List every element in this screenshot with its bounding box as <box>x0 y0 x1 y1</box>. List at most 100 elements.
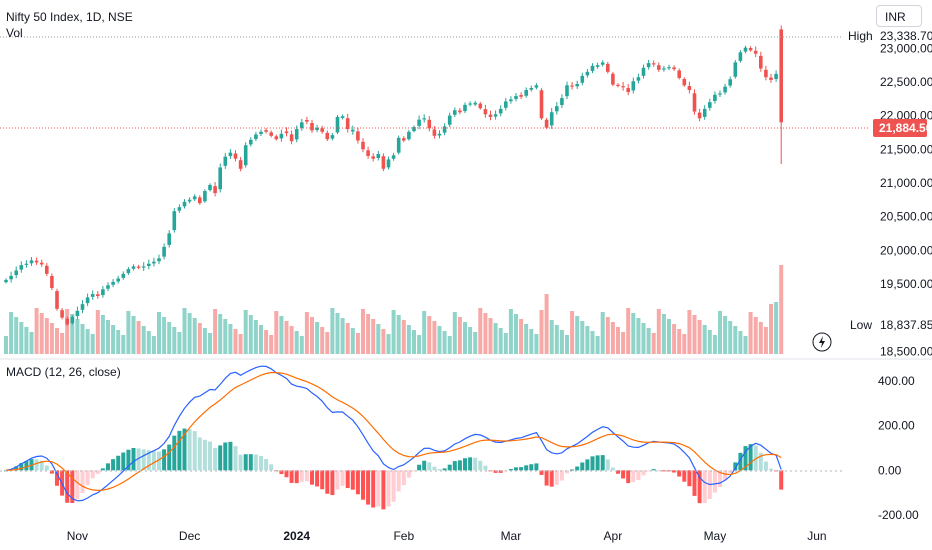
volume-bar <box>723 316 728 354</box>
time-axis[interactable]: Nov Dec 2024 Feb Mar Apr May Jun <box>67 529 827 543</box>
candle-body <box>213 186 217 194</box>
volume-bar <box>49 323 54 354</box>
candle-body <box>289 134 294 142</box>
histogram-bar <box>641 470 646 476</box>
histogram-bar <box>391 470 396 502</box>
histogram-bar <box>697 470 702 504</box>
candle-body <box>121 273 126 278</box>
candle-body <box>243 145 248 166</box>
candle-body <box>488 114 493 117</box>
macd-label[interactable]: MACD (12, 26, close) <box>6 365 121 379</box>
histogram-bar <box>75 470 80 500</box>
candle-body <box>192 196 197 200</box>
histogram-bar <box>483 465 488 471</box>
histogram-bar <box>677 470 682 477</box>
histogram-bar <box>100 468 105 471</box>
volume-bar <box>457 317 462 354</box>
volume-bar <box>223 319 228 354</box>
volume-bar <box>432 321 437 354</box>
volume-bar <box>116 330 121 354</box>
histogram-bar <box>340 470 345 486</box>
candle-body <box>667 67 671 69</box>
signal-line <box>5 371 782 492</box>
histogram-bar <box>386 470 391 507</box>
histogram-bar <box>80 470 85 493</box>
candle-body <box>549 112 554 126</box>
histogram-bar <box>422 460 427 471</box>
candle-body <box>498 108 503 114</box>
macd-tick-label: -200.00 <box>878 508 919 522</box>
volume-label[interactable]: Vol <box>6 26 23 40</box>
candle-body <box>611 73 615 85</box>
histogram-bar <box>417 464 422 471</box>
candle-body <box>590 65 595 71</box>
volume-bar <box>646 328 651 354</box>
volume-bar <box>585 326 590 354</box>
histogram-bar <box>325 470 330 494</box>
volume-bar <box>381 329 386 354</box>
candle-body <box>565 85 569 97</box>
candle-body <box>381 156 386 169</box>
volume-bar <box>447 336 452 354</box>
candle-body <box>228 152 233 157</box>
volume-bar <box>483 313 488 354</box>
price-axis[interactable]: 23,000.0022,500.0022,000.0021,500.0021,0… <box>880 41 932 358</box>
lightning-icon[interactable] <box>812 332 832 352</box>
volume-bar <box>157 312 161 354</box>
volume-bar <box>264 330 269 354</box>
volume-bars <box>4 265 784 354</box>
histogram-bar <box>427 462 432 471</box>
histogram-bar <box>626 470 631 484</box>
histogram-bar <box>106 463 110 471</box>
macd-axis[interactable]: 400.00 200.00 0.00 -200.00 <box>878 374 919 522</box>
candle-body <box>279 133 284 139</box>
volume-bar <box>779 265 784 354</box>
volume-bar <box>391 310 396 354</box>
volume-bar <box>100 315 105 354</box>
volume-bar <box>498 328 503 354</box>
histogram-bar <box>248 454 253 471</box>
histogram-bar <box>529 464 534 471</box>
volume-bar <box>172 327 177 354</box>
volume-bar <box>529 329 534 354</box>
volume-bar <box>769 304 773 354</box>
volume-bar <box>248 315 253 354</box>
histogram-bar <box>463 458 467 471</box>
candle-body <box>366 150 370 157</box>
candle-body <box>198 197 202 204</box>
candle-body <box>85 297 90 304</box>
histogram-bar <box>636 470 641 480</box>
volume-bar <box>733 326 738 354</box>
volume-bar <box>656 309 661 354</box>
histogram-bar <box>565 470 569 474</box>
volume-bar <box>361 309 365 354</box>
histogram-bar <box>136 448 141 471</box>
histogram-bar <box>218 445 223 471</box>
low-value: 18,837.85 <box>880 318 932 332</box>
volume-bar <box>667 319 671 354</box>
candle-body <box>284 131 289 134</box>
volume-bar <box>136 321 141 354</box>
last-price-tag: 21,884.50 <box>873 119 932 137</box>
volume-bar <box>259 325 263 354</box>
candle-body <box>575 83 579 87</box>
symbol-title[interactable]: Nifty 50 Index, 1D, NSE <box>6 10 133 24</box>
histogram-bar <box>575 466 580 471</box>
candle-body <box>274 136 279 140</box>
histogram-bar <box>544 470 549 486</box>
candle-body <box>325 132 330 140</box>
histogram-bar <box>376 470 381 507</box>
candle-body <box>748 48 753 51</box>
histogram-bar <box>498 470 503 473</box>
candle-body <box>157 258 161 262</box>
volume-bar <box>427 316 432 354</box>
candle-body <box>544 119 549 128</box>
time-tick-label: Mar <box>501 529 522 543</box>
volume-bar <box>763 327 768 354</box>
candle-body <box>182 201 187 207</box>
volume-bar <box>320 327 325 354</box>
candle-body <box>310 122 314 131</box>
time-tick-label: Nov <box>67 529 88 543</box>
currency-selector[interactable]: INR <box>876 5 922 27</box>
